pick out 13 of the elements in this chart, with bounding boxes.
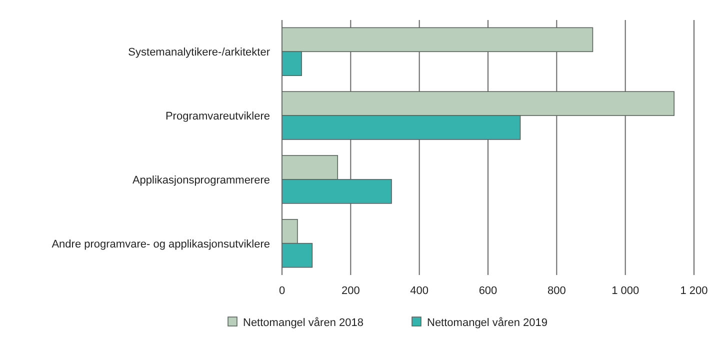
y-tick-label: Systemanalytikere-/arkitekter <box>128 46 270 59</box>
x-tick-label: 400 <box>410 285 429 297</box>
x-tick-label: 200 <box>341 285 360 297</box>
y-tick-label: Applikasjonsprogrammerere <box>132 174 270 186</box>
legend-label: Nettomangel våren 2019 <box>427 317 548 329</box>
legend-label: Nettomangel våren 2018 <box>243 317 364 329</box>
x-tick-label: 0 <box>278 285 286 297</box>
x-tick-label: 600 <box>478 285 498 297</box>
y-tick-label: Andre programvare- og applikasjonsutviklere <box>52 238 270 250</box>
x-tick-label: 1 200 <box>680 285 708 297</box>
y-tick-label: Programvareutviklere <box>165 110 270 123</box>
x-tick-label: 800 <box>547 285 566 297</box>
x-tick-label: 1 000 <box>612 285 640 297</box>
